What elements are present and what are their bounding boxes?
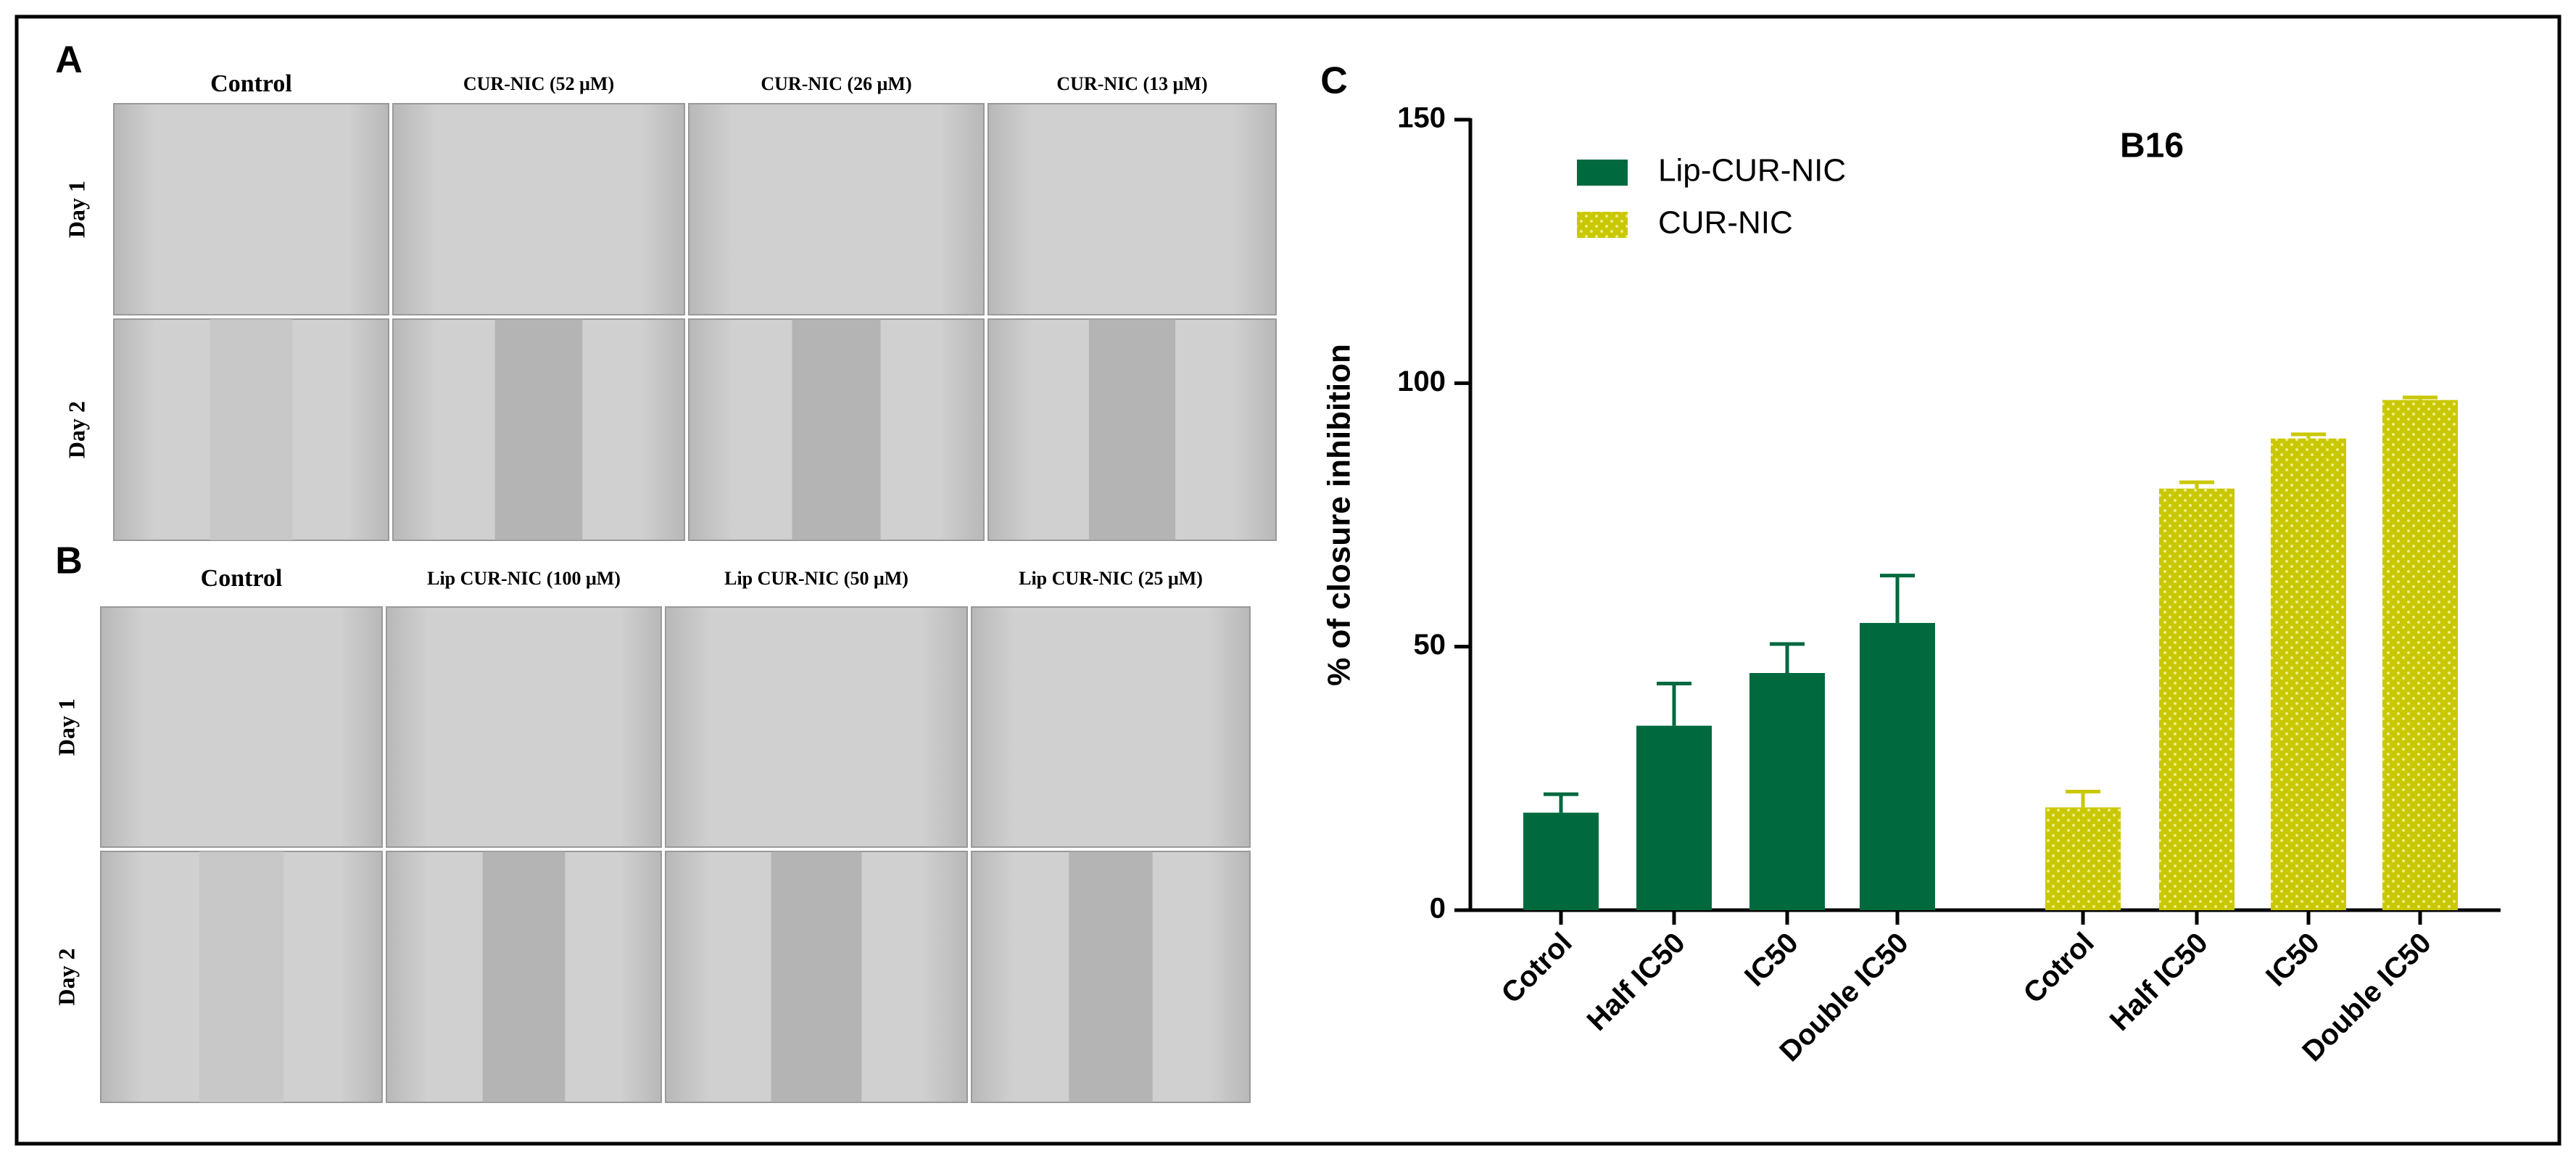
legend-label: Lip-CUR-NIC	[1658, 153, 1846, 189]
column-header: Lip CUR-NIC (50 μM)	[724, 568, 908, 589]
scratch-area	[1069, 851, 1153, 1102]
frame	[15, 15, 2561, 1146]
bar	[1523, 812, 1599, 910]
row-label: Day 2	[53, 948, 79, 1005]
row-label: Day 1	[53, 698, 79, 756]
x-tick-label: IC50	[2260, 927, 2326, 993]
bar	[1749, 673, 1825, 910]
legend-swatch	[1577, 160, 1628, 186]
column-header: CUR-NIC (26 μM)	[761, 73, 911, 94]
legend-label: CUR-NIC	[1658, 205, 1793, 241]
column-header: Lip CUR-NIC (25 μM)	[1019, 568, 1203, 589]
y-tick-label: 100	[1397, 366, 1446, 397]
bar	[1860, 622, 1935, 910]
bar	[2271, 438, 2346, 910]
bar	[2382, 400, 2458, 910]
micrograph	[392, 103, 685, 315]
scratch-area	[494, 319, 583, 540]
scratch-area	[210, 319, 293, 540]
panel-label: A	[55, 39, 83, 81]
y-tick-label: 150	[1397, 102, 1446, 134]
micrograph	[971, 606, 1251, 848]
scratch-area	[1088, 319, 1176, 540]
chart-title: B16	[2120, 127, 2184, 165]
bar	[2159, 488, 2235, 910]
column-header: Control	[201, 565, 283, 592]
column-header: CUR-NIC (13 μM)	[1056, 73, 1207, 94]
scratch-area	[771, 851, 862, 1102]
micrograph	[100, 606, 383, 848]
column-header: CUR-NIC (52 μM)	[463, 73, 614, 94]
row-label: Day 1	[63, 181, 89, 238]
panel-label: C	[1320, 60, 1348, 102]
y-tick-label: 0	[1430, 893, 1446, 925]
micrograph	[113, 103, 389, 315]
column-header: Lip CUR-NIC (100 μM)	[427, 568, 621, 589]
micrograph	[665, 606, 968, 848]
x-tick-label: Cotrol	[2017, 927, 2100, 1010]
legend-swatch	[1577, 212, 1628, 238]
x-tick-label: IC50	[1739, 927, 1805, 993]
scratch-area	[482, 851, 566, 1102]
bar	[2045, 807, 2121, 910]
micrograph	[688, 103, 985, 315]
scratch-area	[792, 319, 881, 540]
bar	[1636, 725, 1712, 910]
scratch-area	[199, 851, 284, 1102]
micrograph	[987, 103, 1277, 315]
panel-label: B	[55, 540, 83, 582]
x-tick-label: Cotrol	[1495, 927, 1578, 1010]
x-tick-label: Half IC50	[1581, 927, 1691, 1037]
micrograph	[386, 606, 662, 848]
y-tick-label: 50	[1414, 629, 1446, 661]
column-header: Control	[210, 70, 292, 97]
y-axis-label: % of closure inhibition	[1322, 344, 1357, 686]
x-tick-label: Half IC50	[2104, 927, 2214, 1037]
row-label: Day 2	[63, 401, 89, 458]
